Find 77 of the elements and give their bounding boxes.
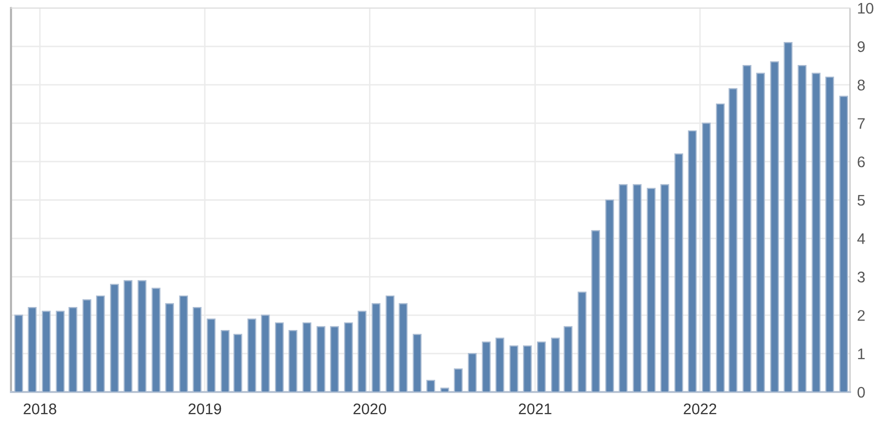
bar [412,334,422,392]
bar [206,318,216,392]
bar [839,96,848,392]
bar [68,306,78,392]
bar [372,303,380,392]
y-tick-label: 6 [858,156,865,168]
bar [482,342,491,392]
bar [674,153,684,392]
bar [812,72,821,392]
y-tick-label: 3 [858,272,865,282]
bar [28,306,37,392]
bar [660,184,670,392]
bar [825,76,834,392]
bar [702,122,711,392]
bar [618,184,628,392]
bar [179,295,188,392]
bar [742,65,752,392]
bar [564,326,572,392]
y-tick-label: 4 [857,233,865,244]
bar [192,306,202,392]
bar [14,314,24,392]
bar [509,345,518,392]
bar [468,353,477,392]
y-tick-label: 2 [858,310,865,321]
bar [756,72,765,392]
x-tick-label: 2022 [684,404,716,414]
bar [110,284,119,392]
bar [440,388,450,392]
bar [551,338,560,392]
bar [632,184,642,392]
bar [124,280,132,392]
y-tick-label: 5 [858,195,865,206]
bar [798,65,807,392]
x-tick-label: 2018 [24,404,56,414]
bar [454,368,463,392]
x-tick-label: 2020 [354,404,386,414]
bar [42,310,51,392]
bar [523,345,532,392]
y-tick-label: 0 [858,386,865,398]
bar [302,322,312,392]
bar [578,292,586,392]
bar [233,334,242,392]
bar [688,130,697,392]
bar [716,103,725,392]
bar [358,310,366,392]
y-tick-label: 8 [858,80,865,90]
y-tick-label: 9 [858,41,865,52]
bar [152,288,160,392]
x-tick-label: 2021 [518,404,552,414]
bar [96,295,105,392]
bar [138,280,146,392]
y-tick-label: 10 [858,2,874,14]
bar [426,380,436,392]
bar [220,330,230,392]
bar [316,326,326,392]
bar [398,303,408,392]
bar [330,326,339,392]
bar [646,188,656,392]
bar [386,295,394,392]
bar [247,318,256,392]
bar [82,299,92,392]
bar [274,322,284,392]
bar [728,88,738,392]
bar [260,314,270,392]
bar [288,330,298,392]
bar [605,199,614,392]
bar [591,230,600,392]
bar [784,42,792,392]
bar [165,303,174,392]
bar [770,61,779,392]
bar [344,322,353,392]
x-tick-label: 2019 [188,404,222,414]
y-tick-label: 7 [858,118,865,129]
bar [56,310,65,392]
bar [537,342,546,392]
bar [495,338,504,392]
y-tick-label: 1 [858,348,865,360]
